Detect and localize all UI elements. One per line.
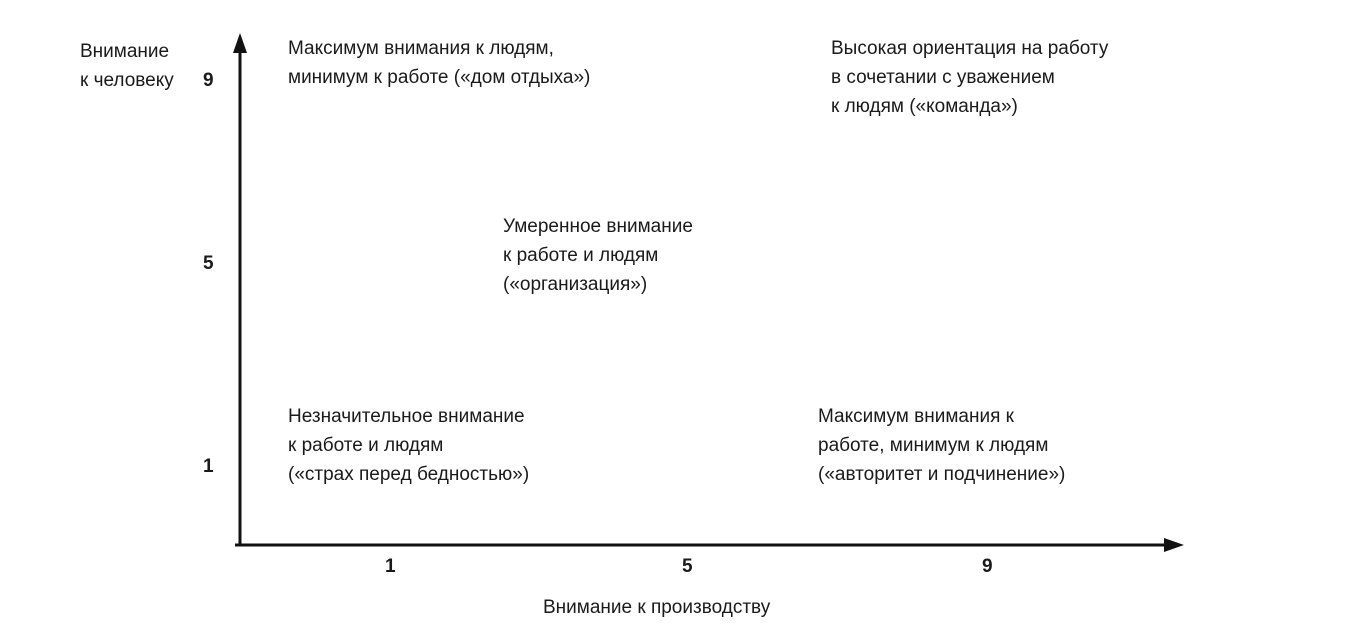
- style-line: Максимум внимания к: [818, 406, 1014, 427]
- style-authority-compliance: Максимум внимания к работе, минимум к лю…: [818, 402, 1065, 489]
- y-tick-5: 5: [203, 253, 214, 274]
- style-line: («авторитет и подчинение»): [818, 464, 1066, 485]
- style-middle-road: Умеренное внимание к работе и людям («ор…: [503, 212, 693, 299]
- style-impoverished: Незначительное внимание к работе и людям…: [288, 402, 529, 489]
- style-line: Умеренное внимание: [503, 216, 693, 237]
- style-line: к работе и людям: [288, 435, 444, 456]
- y-tick-9: 9: [203, 70, 214, 91]
- style-line: Высокая ориентация на работу: [831, 38, 1109, 59]
- x-tick-9: 9: [982, 556, 993, 577]
- x-tick-5: 5: [682, 556, 693, 577]
- style-line: к работе и людям: [503, 245, 659, 266]
- y-axis-title-line: Внимание: [80, 41, 170, 62]
- style-team: Высокая ориентация на работу в сочетании…: [831, 34, 1108, 121]
- x-axis-arrow: [1164, 538, 1184, 552]
- style-line: («организация»): [503, 274, 648, 295]
- y-axis-title-line: к человеку: [80, 70, 174, 91]
- style-country-club: Максимум внимания к людям, минимум к раб…: [288, 34, 590, 92]
- style-line: («страх перед бедностью»): [288, 464, 530, 485]
- y-axis-arrow: [233, 33, 247, 53]
- style-line: минимум к работе («дом отдыха»): [288, 67, 591, 88]
- x-tick-1: 1: [385, 556, 396, 577]
- style-line: в сочетании с уважением: [831, 67, 1055, 88]
- style-line: Незначительное внимание: [288, 406, 525, 427]
- y-axis-title: Внимание к человеку: [80, 37, 174, 95]
- style-line: Максимум внимания к людям,: [288, 38, 554, 59]
- style-line: работе, минимум к людям: [818, 435, 1049, 456]
- y-tick-1: 1: [203, 456, 214, 477]
- style-line: к людям («команда»): [831, 96, 1018, 117]
- x-axis-title: Внимание к производству: [543, 597, 771, 618]
